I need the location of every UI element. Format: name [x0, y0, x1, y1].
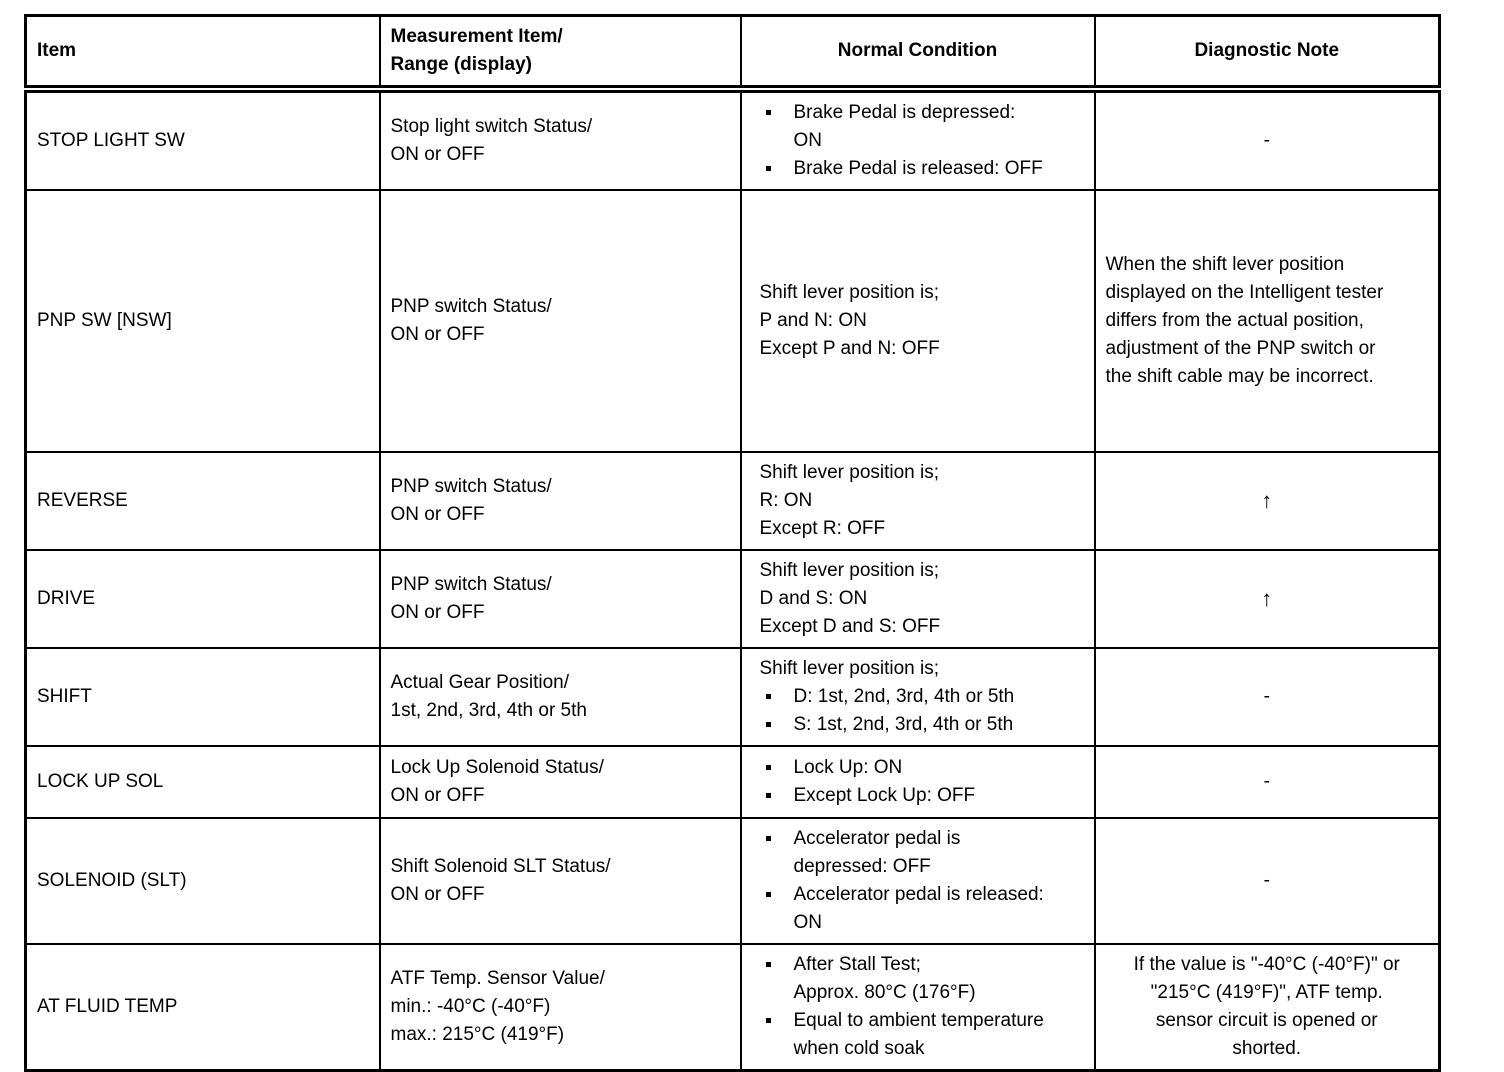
bullet-item: Brake Pedal is depressed: ON: [752, 99, 1084, 155]
bullet-item: Equal to ambient temperature when cold s…: [752, 1007, 1084, 1063]
bullet-item: Brake Pedal is released: OFF: [752, 155, 1084, 183]
measurement-cell: PNP switch Status/ ON or OFF: [378, 189, 742, 453]
diagnostic-note-cell: -: [1093, 745, 1441, 819]
bullet-item: After Stall Test; Approx. 80°C (176°F): [752, 951, 1084, 1007]
diagnostic-note-cell: -: [1093, 817, 1441, 945]
item-cell: AT FLUID TEMP: [24, 943, 381, 1072]
bullet-list: Lock Up: ON Except Lock Up: OFF: [752, 754, 1084, 810]
diagnostic-note-cell: If the value is "-40°C (-40°F)" or "215°…: [1093, 943, 1441, 1072]
table-row-lock-up-sol: LOCK UP SOL Lock Up Solenoid Status/ ON …: [24, 745, 1441, 819]
manual-page: Item Measurement Item/ Range (display) N…: [24, 14, 1441, 1072]
normal-condition-text: Shift lever position is; P and N: ON Exc…: [759, 282, 940, 359]
normal-condition-cell: Shift lever position is; D: 1st, 2nd, 3r…: [739, 647, 1096, 747]
bullet-list: Accelerator pedal is depressed: OFF Acce…: [752, 825, 1084, 937]
table-row-solenoid-slt: SOLENOID (SLT) Shift Solenoid SLT Status…: [24, 817, 1441, 945]
measurement-cell: ATF Temp. Sensor Value/ min.: -40°C (-40…: [378, 943, 742, 1072]
item-cell: PNP SW [NSW]: [24, 189, 381, 453]
diagnostic-note-cell: ↑: [1093, 451, 1441, 551]
header-diagnostic-note: Diagnostic Note: [1093, 14, 1441, 93]
normal-condition-cell: Shift lever position is; D and S: ON Exc…: [739, 549, 1096, 649]
table-row-pnp-sw: PNP SW [NSW] PNP switch Status/ ON or OF…: [24, 189, 1441, 453]
normal-condition-cell: After Stall Test; Approx. 80°C (176°F) E…: [739, 943, 1096, 1072]
diagnostic-note-cell: ↑: [1093, 549, 1441, 649]
normal-condition-cell: Lock Up: ON Except Lock Up: OFF: [739, 745, 1096, 819]
item-cell: LOCK UP SOL: [24, 745, 381, 819]
normal-condition-cell: Shift lever position is; R: ON Except R:…: [739, 451, 1096, 551]
bullet-item: Except Lock Up: OFF: [752, 782, 1084, 810]
header-measurement: Measurement Item/ Range (display): [378, 14, 742, 93]
normal-condition-lead: Shift lever position is;: [759, 658, 940, 679]
header-row: Item Measurement Item/ Range (display) N…: [24, 14, 1441, 93]
measurement-cell: PNP switch Status/ ON or OFF: [378, 451, 742, 551]
bullet-list: D: 1st, 2nd, 3rd, 4th or 5th S: 1st, 2nd…: [752, 683, 1084, 739]
measurement-cell: PNP switch Status/ ON or OFF: [378, 549, 742, 649]
measurement-cell: Shift Solenoid SLT Status/ ON or OFF: [378, 817, 742, 945]
item-cell: REVERSE: [24, 451, 381, 551]
item-cell: STOP LIGHT SW: [24, 88, 381, 191]
header-normal-condition: Normal Condition: [739, 14, 1096, 93]
diagnostic-note-cell: -: [1093, 647, 1441, 747]
bullet-list: After Stall Test; Approx. 80°C (176°F) E…: [752, 951, 1084, 1063]
normal-condition-text: Shift lever position is; R: ON Except R:…: [759, 462, 940, 539]
table-row-reverse: REVERSE PNP switch Status/ ON or OFF Shi…: [24, 451, 1441, 551]
bullet-item: Accelerator pedal is depressed: OFF: [752, 825, 1084, 881]
measurement-cell: Lock Up Solenoid Status/ ON or OFF: [378, 745, 742, 819]
diagnostic-note-cell: When the shift lever position displayed …: [1093, 189, 1441, 453]
item-cell: SOLENOID (SLT): [24, 817, 381, 945]
measurement-cell: Stop light switch Status/ ON or OFF: [378, 88, 742, 191]
bullet-list: Brake Pedal is depressed: ON Brake Pedal…: [752, 99, 1084, 183]
table-row-stop-light-sw: STOP LIGHT SW Stop light switch Status/ …: [24, 88, 1441, 191]
header-item: Item: [24, 14, 381, 93]
normal-condition-text: Shift lever position is; D and S: ON Exc…: [759, 560, 941, 637]
bullet-item: Lock Up: ON: [752, 754, 1084, 782]
normal-condition-cell: Accelerator pedal is depressed: OFF Acce…: [739, 817, 1096, 945]
table-row-drive: DRIVE PNP switch Status/ ON or OFF Shift…: [24, 549, 1441, 649]
item-cell: DRIVE: [24, 549, 381, 649]
bullet-item: D: 1st, 2nd, 3rd, 4th or 5th: [752, 683, 1084, 711]
normal-condition-cell: Shift lever position is; P and N: ON Exc…: [739, 189, 1096, 453]
table-row-shift: SHIFT Actual Gear Position/ 1st, 2nd, 3r…: [24, 647, 1441, 747]
bullet-item: S: 1st, 2nd, 3rd, 4th or 5th: [752, 711, 1084, 739]
normal-condition-cell: Brake Pedal is depressed: ON Brake Pedal…: [739, 88, 1096, 191]
item-cell: SHIFT: [24, 647, 381, 747]
table-row-at-fluid-temp: AT FLUID TEMP ATF Temp. Sensor Value/ mi…: [24, 943, 1441, 1072]
diagnostic-data-table: Item Measurement Item/ Range (display) N…: [24, 14, 1441, 1072]
measurement-cell: Actual Gear Position/ 1st, 2nd, 3rd, 4th…: [378, 647, 742, 747]
diagnostic-note-cell: -: [1093, 88, 1441, 191]
bullet-item: Accelerator pedal is released: ON: [752, 881, 1084, 937]
